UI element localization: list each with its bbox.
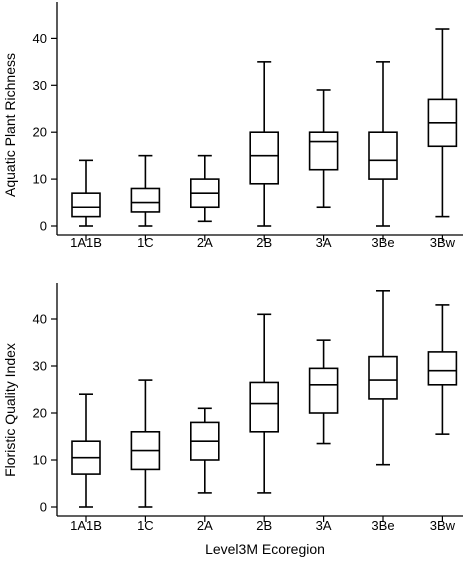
richness-x-tick-label: 2B	[256, 235, 272, 250]
fqi-box-1A1B	[71, 393, 101, 508]
fqi-x-tick-label: 1A1B	[70, 518, 102, 533]
fqi-x-tick-label: 3A	[316, 518, 332, 533]
iqr-box	[427, 351, 458, 386]
iqr-box	[308, 131, 339, 171]
fqi-box-2B	[249, 313, 279, 494]
fqi-y-tick-label: 0	[40, 500, 47, 515]
fqi-box-1C	[130, 379, 161, 508]
fqi-x-tick-label: 1C	[137, 518, 154, 533]
richness-y-axis-label: Aquatic Plant Richness	[2, 53, 18, 197]
richness-x-tick-label: 1C	[137, 235, 154, 250]
richness-box-3Be	[368, 61, 398, 227]
fqi-box-3Bw	[427, 304, 458, 435]
fqi-x-axis-label: Level3M Ecoregion	[205, 541, 325, 557]
fqi-box-3A	[308, 339, 339, 445]
fqi-y-tick-label: 20	[33, 406, 47, 421]
richness-box-1C	[130, 154, 161, 227]
richness-x-tick-label: 2A	[197, 235, 213, 250]
fqi-y-tick-label: 30	[33, 359, 47, 374]
iqr-box	[308, 367, 339, 414]
richness-x-tick-label: 1A1B	[70, 235, 102, 250]
richness-x-tick-label: 3Be	[371, 235, 394, 250]
richness-y-tick-label: 30	[33, 78, 47, 93]
richness-box-1A1B	[71, 159, 101, 227]
iqr-box	[130, 187, 161, 213]
fqi-y-tick-label: 10	[33, 453, 47, 468]
fqi-x-tick-label: 2A	[197, 518, 213, 533]
iqr-box	[368, 131, 398, 180]
fqi-box-2A	[190, 407, 220, 494]
richness-y-tick-label: 40	[33, 31, 47, 46]
richness-x-tick-label: 3Bw	[430, 235, 456, 250]
richness-y-tick-label: 10	[33, 172, 47, 187]
richness-panel: Aquatic Plant Richness 0 10 20 30 40 1A1B 1C 2A…	[2, 2, 463, 250]
fqi-x-tick-label: 3Be	[371, 518, 394, 533]
fqi-y-tick-label: 40	[33, 312, 47, 327]
fqi-box-3Be	[368, 289, 398, 466]
iqr-box	[368, 355, 398, 400]
richness-box-3A	[308, 89, 339, 209]
richness-box-2A	[190, 154, 220, 223]
fqi-x-tick-label: 3Bw	[430, 518, 456, 533]
richness-y-tick-label: 0	[40, 219, 47, 234]
iqr-box	[249, 131, 279, 185]
richness-x-tick-label: 3A	[316, 235, 332, 250]
fqi-x-tick-label: 2B	[256, 518, 272, 533]
richness-box-2B	[249, 61, 279, 227]
fqi-panel: Floristic Quality Index Level3M Ecoregio…	[2, 283, 463, 557]
fqi-y-axis-label: Floristic Quality Index	[2, 343, 18, 477]
richness-box-3Bw	[427, 28, 458, 218]
iqr-box	[249, 381, 279, 433]
richness-y-tick-label: 20	[33, 125, 47, 140]
iqr-box	[71, 192, 101, 218]
